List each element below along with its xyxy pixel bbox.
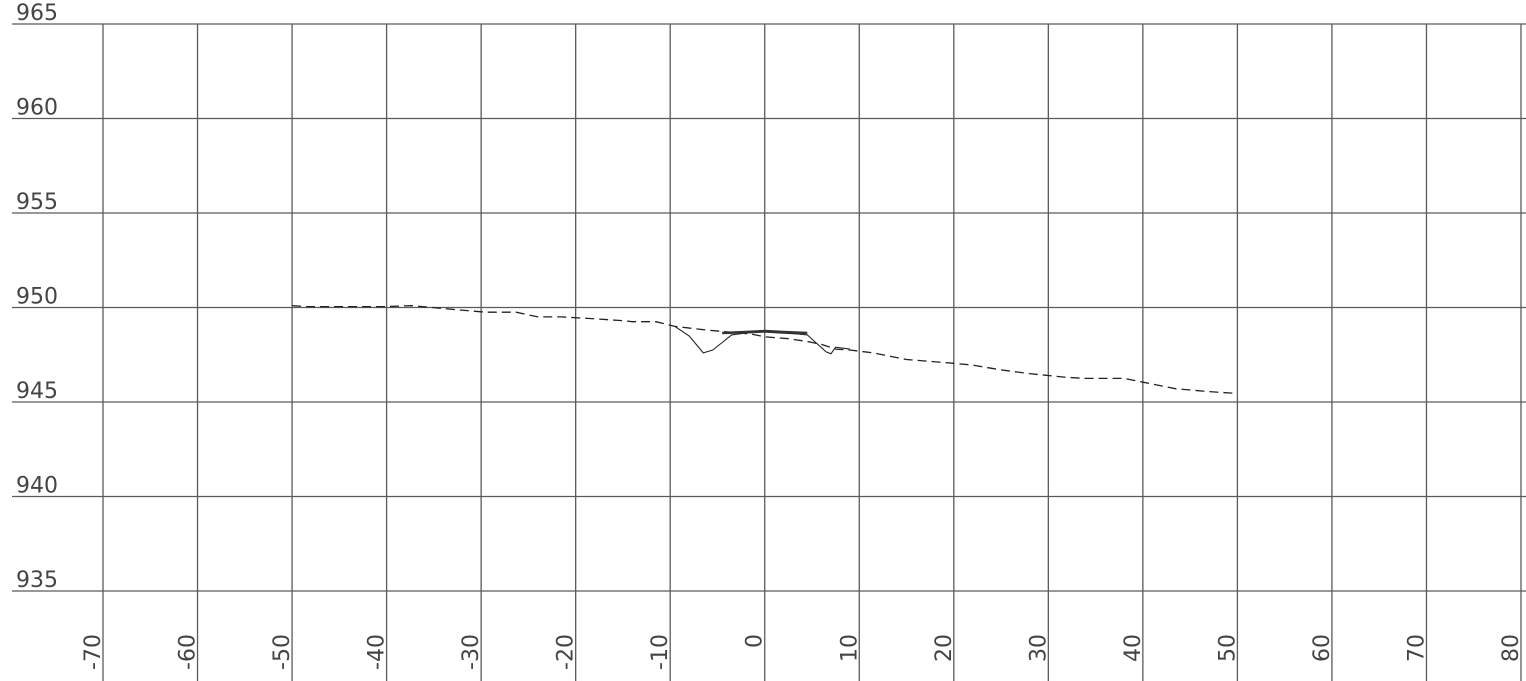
x-tick-label: 50	[1215, 634, 1240, 662]
y-tick-label: 950	[16, 285, 58, 310]
x-tick-label: -10	[648, 634, 673, 670]
profile-lines	[292, 304, 1238, 395]
x-tick-label: -70	[81, 634, 106, 670]
y-tick-label: 935	[16, 568, 58, 593]
x-tick-label: 80	[1499, 634, 1524, 662]
x-tick-label: 20	[932, 634, 957, 662]
x-tick-label: -30	[459, 634, 484, 670]
y-tick-label: 960	[16, 96, 58, 121]
y-tick-label: 955	[16, 190, 58, 215]
y-tick-label: 940	[16, 474, 58, 499]
y-tick-label: 965	[16, 1, 58, 26]
existing-ground-line-0	[292, 304, 1238, 395]
x-tick-label: -40	[365, 634, 390, 670]
x-tick-label: -60	[176, 634, 201, 670]
x-tick-label: 70	[1404, 634, 1429, 662]
x-tick-label: 30	[1026, 634, 1051, 662]
tick-labels: 935 940 945 950 955 960 965 -70 -60 -50 -40 -30 -20 -…	[16, 1, 1524, 670]
x-tick-label: -20	[554, 634, 579, 670]
y-tick-label: 945	[16, 379, 58, 404]
x-tick-label: 60	[1310, 634, 1335, 662]
pavement-top-line-2	[722, 329, 808, 335]
x-tick-label: 10	[837, 634, 862, 662]
x-tick-label: 40	[1121, 634, 1146, 662]
grid	[12, 23, 1526, 681]
x-tick-label: -50	[270, 634, 295, 670]
x-tick-label: 0	[743, 634, 768, 648]
